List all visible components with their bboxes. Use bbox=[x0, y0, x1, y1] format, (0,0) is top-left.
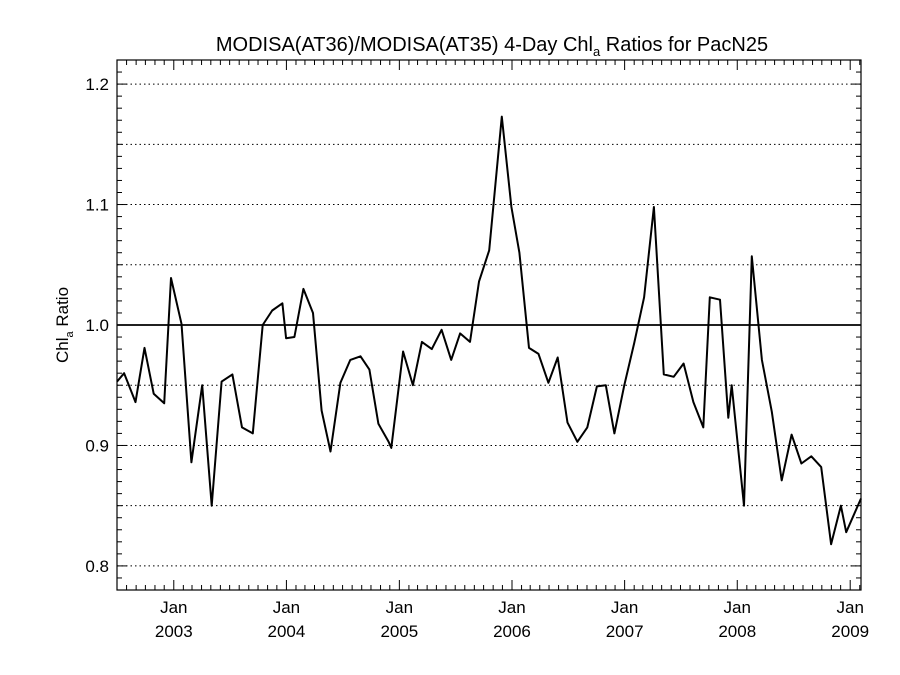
x-tick-year-label: 2004 bbox=[267, 622, 305, 641]
y-tick-label: 1.0 bbox=[85, 316, 109, 335]
y-axis-ticks: 0.8 0.9 1.0 1.1 1.2 bbox=[85, 59, 861, 591]
x-tick-year-label: 2008 bbox=[718, 622, 756, 641]
y-tick-label: 1.1 bbox=[85, 196, 109, 215]
series-group bbox=[116, 115, 862, 546]
x-tick-year-label: 2003 bbox=[155, 622, 193, 641]
x-tick-year-label: 2005 bbox=[380, 622, 418, 641]
x-axis-ticks: Jan 2003 Jan 2004 Jan 2005 Jan 2006 Jan 2007 Jan 20… bbox=[116, 60, 869, 641]
y-tick-label: 0.8 bbox=[85, 557, 109, 576]
chart-title: MODISA(AT36)/MODISA(AT35) 4-Day Chla Rat… bbox=[216, 34, 768, 59]
y-tick-label: 0.9 bbox=[85, 436, 109, 455]
x-tick-month-label: Jan bbox=[498, 598, 525, 617]
x-tick-month-label: Jan bbox=[160, 598, 187, 617]
x-tick-year-label: 2009 bbox=[831, 622, 869, 641]
x-tick-month-label: Jan bbox=[724, 598, 751, 617]
title-suffix: Ratios for PacN25 bbox=[600, 34, 768, 56]
title-subscript: a bbox=[593, 44, 601, 59]
ylabel-suffix: Ratio bbox=[53, 287, 72, 331]
x-tick-month-label: Jan bbox=[386, 598, 413, 617]
title-main: MODISA(AT36)/MODISA(AT35) 4-Day Chl bbox=[216, 34, 593, 56]
x-tick-month-label: Jan bbox=[611, 598, 638, 617]
plot-frame bbox=[116, 59, 862, 591]
ylabel-subscript: a bbox=[64, 331, 76, 338]
x-tick-year-label: 2006 bbox=[493, 622, 531, 641]
x-tick-month-label: Jan bbox=[273, 598, 300, 617]
y-axis-label: Chla Ratio bbox=[53, 287, 76, 363]
series-line bbox=[116, 115, 862, 546]
x-tick-month-label: Jan bbox=[836, 598, 863, 617]
y-tick-label: 1.2 bbox=[85, 75, 109, 94]
x-tick-year-label: 2007 bbox=[606, 622, 644, 641]
ylabel-main: Chl bbox=[53, 338, 72, 364]
